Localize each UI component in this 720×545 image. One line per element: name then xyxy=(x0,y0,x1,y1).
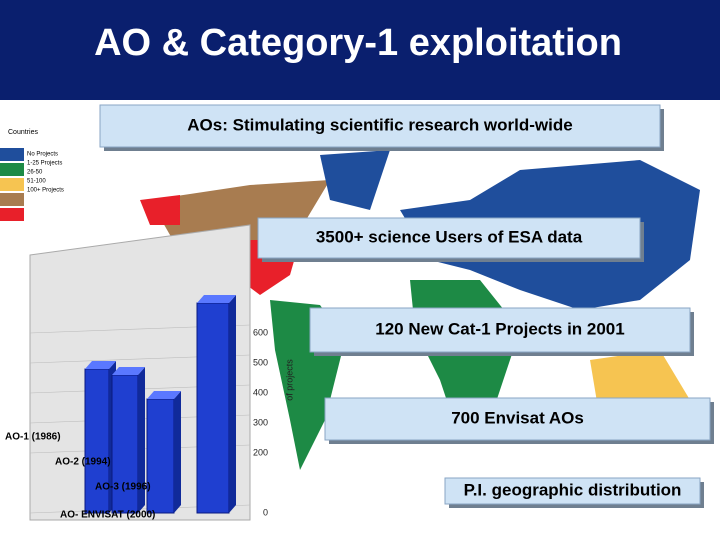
callout-box xyxy=(99,104,661,148)
bar-side xyxy=(174,391,181,513)
callout-box xyxy=(257,217,641,259)
y-tick-label: 400 xyxy=(253,387,268,397)
axis-label: of projects xyxy=(284,359,294,401)
callout-text: 3500+ science Users of ESA data xyxy=(316,227,583,246)
legend-swatch xyxy=(0,208,24,221)
y-tick-label: 200 xyxy=(253,447,268,457)
greenland xyxy=(320,150,390,210)
legend-title: Countries xyxy=(8,129,38,136)
bar-top xyxy=(85,361,116,369)
bar-side xyxy=(138,367,145,513)
title: AO & Category-1 exploitation xyxy=(94,22,622,64)
category-label: AO-2 (1994) xyxy=(55,457,111,468)
legend-swatch xyxy=(0,163,24,176)
title-band xyxy=(0,0,720,100)
category-label: AO-1 (1986) xyxy=(5,432,61,443)
bar xyxy=(146,398,175,514)
y-tick-label: 500 xyxy=(253,357,268,367)
callout-box xyxy=(324,397,711,441)
alaska xyxy=(140,195,180,225)
category-label: AO- ENVISAT (2000) xyxy=(60,510,155,521)
callout-text: P.I. geographic distribution xyxy=(464,480,682,499)
legend-swatch xyxy=(0,148,24,161)
y-tick-label: 0 xyxy=(263,507,268,517)
legend-label: 1-25 Projects xyxy=(27,161,62,167)
legend-label: 26-50 xyxy=(27,170,43,176)
bar xyxy=(196,302,230,514)
callout-box xyxy=(309,307,691,353)
callout-box xyxy=(444,477,701,505)
legend-label: No Projects xyxy=(27,152,58,158)
y-tick-label: 600 xyxy=(253,327,268,337)
bar-side xyxy=(229,295,236,513)
legend-swatch xyxy=(0,193,24,206)
legend-area: Countries xyxy=(8,129,38,136)
callout-text: 700 Envisat AOs xyxy=(451,408,584,427)
callout-text: 120 New Cat-1 Projects in 2001 xyxy=(375,319,624,338)
bar-top xyxy=(197,295,236,303)
bar-top xyxy=(147,391,181,399)
bar-top xyxy=(112,367,145,375)
category-label: AO-3 (1996) xyxy=(95,482,151,493)
legend-label: 51-100 xyxy=(27,179,46,185)
y-tick-label: 300 xyxy=(253,417,268,427)
callout-text: AOs: Stimulating scientific research wor… xyxy=(187,115,572,134)
legend-label: 100+ Projects xyxy=(27,188,64,194)
legend-swatch xyxy=(0,178,24,191)
